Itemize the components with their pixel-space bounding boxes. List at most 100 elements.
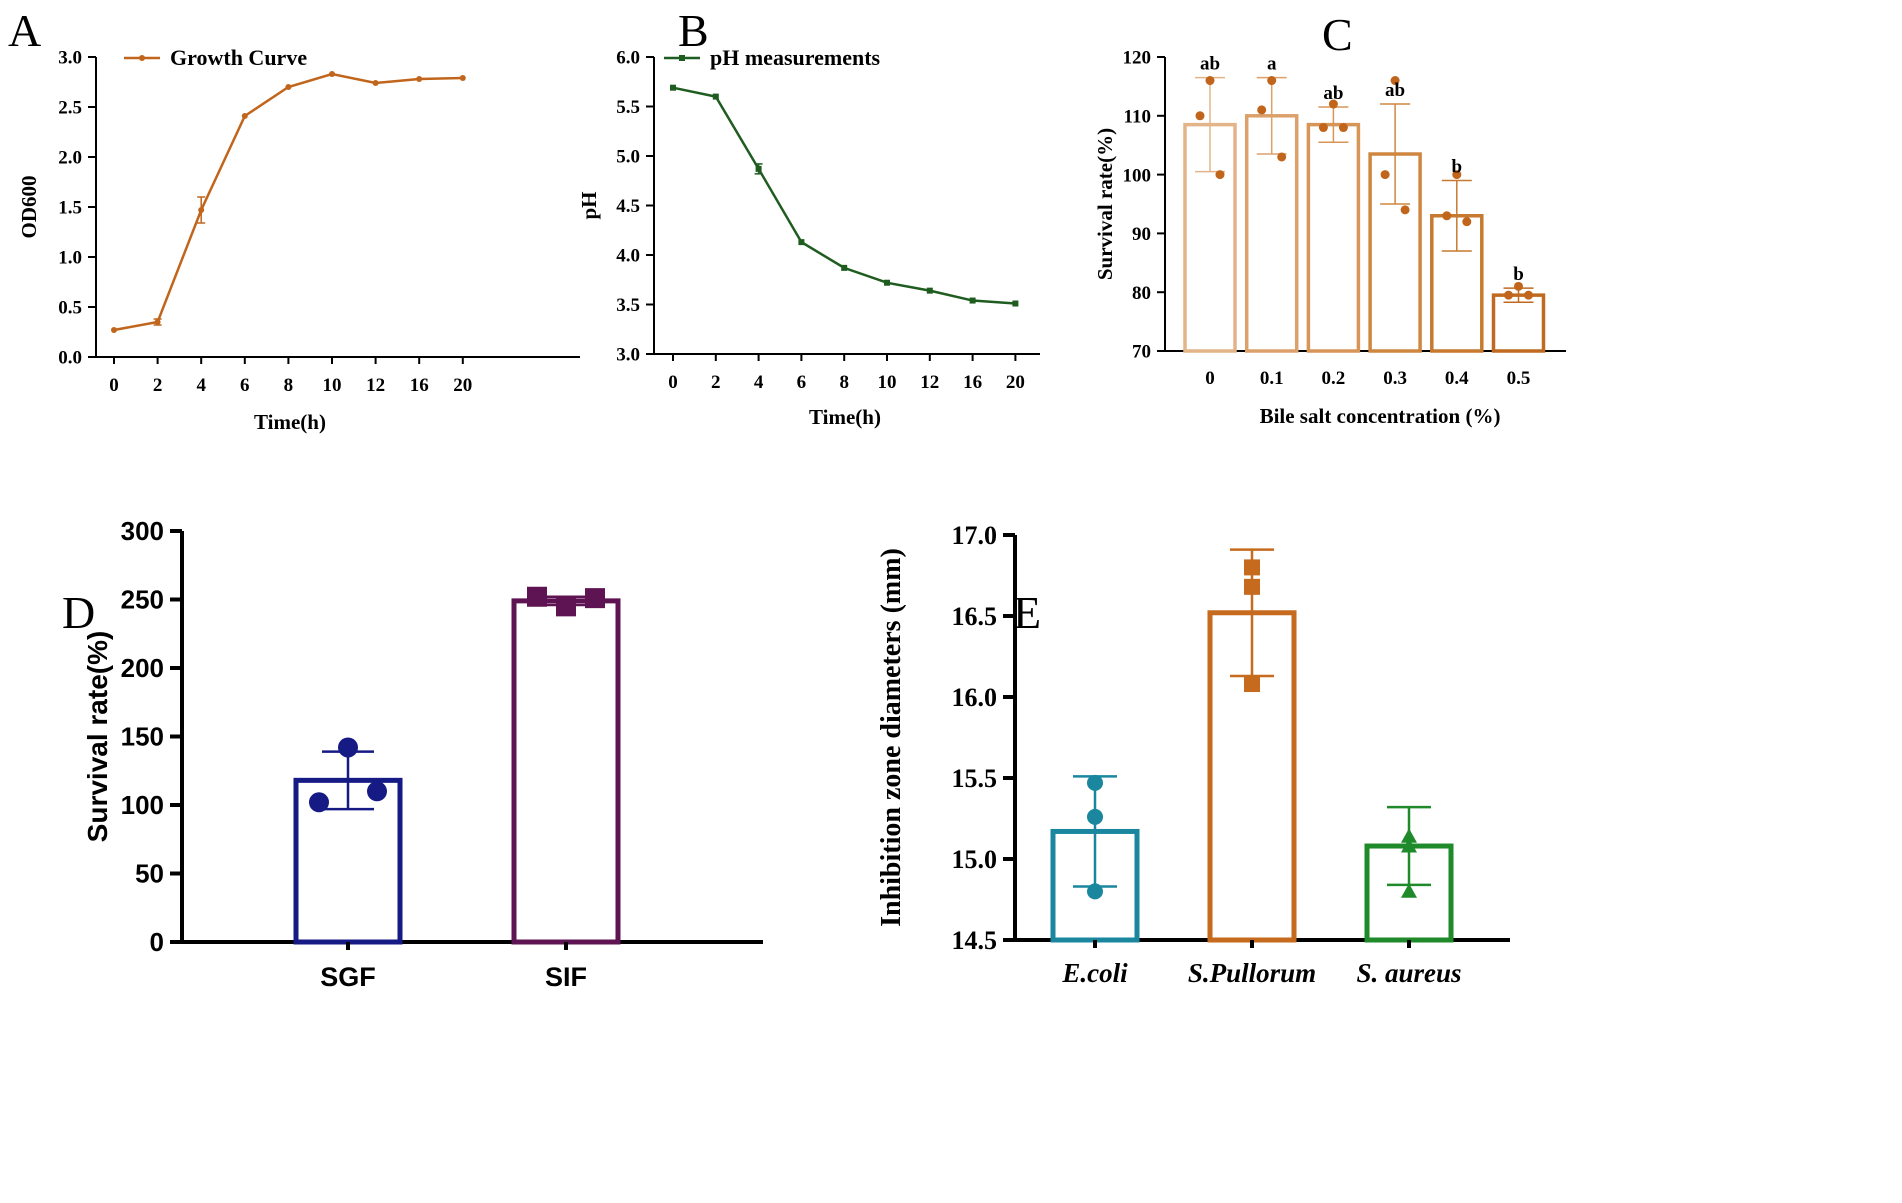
data-point: [1338, 123, 1348, 133]
y-tick-label: 5.5: [616, 97, 640, 118]
y-tick-label: 100: [1123, 165, 1152, 186]
y-axis-label: Survival rate(%): [1093, 128, 1117, 280]
y-tick-label: 80: [1132, 283, 1151, 304]
y-axis-label: Inhibition zone diameters (mm): [876, 548, 907, 927]
x-tick-label: S. aureus: [1356, 958, 1461, 988]
data-point: [338, 737, 358, 758]
x-tick-label: 0.3: [1383, 368, 1407, 389]
bar: [511, 598, 621, 945]
data-point: [1390, 76, 1400, 86]
x-tick-label: 10: [878, 372, 897, 393]
data-point: [329, 71, 335, 77]
ph-measurements-chart: 3.0 3.5 4.0 4.5 5.0 5.5 6.0 pH 0 2 4 6 8 10 12 16 20 Time…: [577, 45, 1040, 429]
y-tick-label: 200: [121, 653, 164, 683]
x-tick-label: E.coli: [1061, 958, 1128, 988]
data-point: [459, 75, 466, 81]
data-point: [1442, 211, 1452, 221]
data-point: [416, 76, 423, 82]
y-tick-label: 110: [1124, 106, 1151, 127]
data-point: [309, 792, 329, 813]
x-tick-label: 20: [1006, 372, 1025, 393]
bar: [1306, 122, 1361, 353]
data-point: [1318, 123, 1328, 133]
significance-letter: ab: [1200, 54, 1220, 75]
data-point: [1012, 300, 1019, 307]
y-tick-label: 5.0: [616, 147, 640, 168]
y-tick-label: 3.5: [616, 295, 640, 316]
x-tick-label: 10: [323, 375, 342, 396]
y-tick-label: 16.0: [952, 683, 998, 712]
significance-letter: ab: [1323, 83, 1343, 104]
x-tick-label: 16: [410, 375, 429, 396]
y-axis-label: pH: [577, 191, 601, 219]
data-point: [1328, 99, 1338, 109]
series-line: [672, 86, 1016, 305]
y-tick-label: 70: [1132, 342, 1151, 363]
panel-label-a: A: [8, 5, 41, 56]
x-tick-label: S.Pullorum: [1188, 958, 1316, 988]
data-point: [1215, 170, 1225, 180]
y-tick-label: 3.0: [616, 345, 640, 366]
data-point: [1267, 76, 1277, 86]
x-tick-label: 0.5: [1507, 368, 1531, 389]
x-tick-label: 6: [797, 372, 807, 393]
y-tick-label: 15.0: [952, 845, 998, 874]
y-tick-label: 6.0: [616, 48, 640, 69]
x-tick-label: 0.4: [1445, 368, 1469, 389]
y-tick-label: 0: [150, 927, 164, 957]
x-tick-label: 2: [153, 375, 163, 396]
legend-marker: [679, 55, 685, 61]
data-point: [1524, 290, 1533, 300]
data-point: [884, 279, 890, 286]
y-tick-label: 2.5: [58, 98, 82, 119]
x-axis-label: Time(h): [809, 405, 881, 429]
data-point: [241, 113, 248, 119]
data-point: [585, 588, 605, 609]
y-tick-label: 100: [121, 790, 164, 820]
data-point: [527, 586, 547, 607]
data-point: [1195, 111, 1205, 121]
data-point: [1504, 290, 1513, 300]
x-tick-label: 0: [1205, 368, 1215, 389]
legend-label: pH measurements: [710, 45, 881, 70]
y-axis-label: OD600: [17, 176, 41, 239]
x-tick-label: 2: [711, 372, 721, 393]
x-tick-label: 0: [668, 372, 678, 393]
y-tick-label: 1.0: [58, 248, 82, 269]
growth-curve-chart: 0.0 0.5 1.0 1.5 2.0 2.5 3.0 OD600 0 2 4 6 8 10 12 16 20 T…: [17, 45, 580, 434]
panel-label-b: B: [678, 5, 709, 56]
y-tick-label: 120: [1123, 48, 1152, 69]
y-tick-label: 0.0: [58, 348, 82, 369]
y-tick-label: 300: [121, 516, 164, 546]
data-point: [154, 319, 161, 325]
x-tick-label: 0.2: [1322, 368, 1346, 389]
data-point: [1244, 676, 1260, 693]
data-point: [1462, 217, 1472, 227]
x-tick-label: SGF: [320, 962, 376, 992]
legend-label: Growth Curve: [170, 45, 307, 70]
data-point: [111, 327, 117, 333]
x-tick-label: 4: [196, 375, 206, 396]
significance-letter: ab: [1385, 80, 1405, 101]
inhibition-zone-chart: 14.5 15.0 15.5 16.0 16.5 17.0 Inhibition zone …: [876, 521, 1510, 988]
data-point: [1244, 578, 1260, 595]
data-point: [285, 84, 292, 90]
data-point: [372, 80, 379, 86]
data-point: [670, 84, 676, 91]
data-point: [969, 297, 976, 304]
panel-label-d: D: [62, 587, 95, 638]
x-tick-label: 8: [839, 372, 849, 393]
data-point: [1400, 205, 1410, 215]
data-point: [1401, 883, 1417, 898]
x-tick-label: 20: [453, 375, 472, 396]
significance-letter: a: [1267, 54, 1277, 75]
y-tick-label: 4.5: [616, 196, 640, 217]
data-point: [1401, 838, 1417, 853]
data-point: [841, 264, 848, 271]
y-tick-label: 250: [121, 585, 164, 615]
data-point: [1257, 105, 1267, 115]
data-point: [1514, 281, 1523, 291]
x-tick-label: 6: [240, 375, 250, 396]
data-point: [1087, 808, 1103, 825]
